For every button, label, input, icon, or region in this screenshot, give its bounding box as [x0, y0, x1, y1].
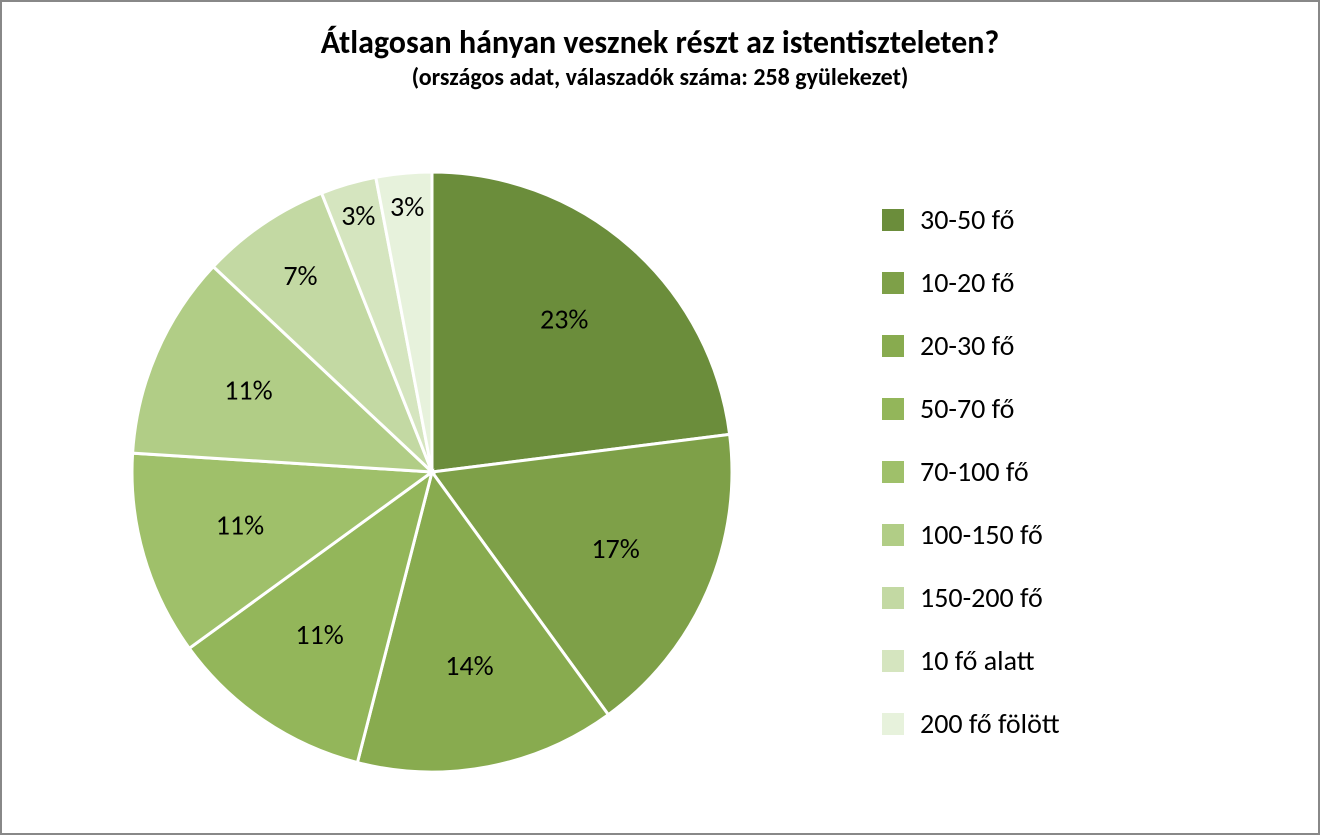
- pie-chart: 23% 17% 14% 11% 11% 11% 7% 3% 3%: [112, 152, 752, 792]
- legend-item: 200 fő fölött: [882, 706, 1262, 741]
- pie-slice-label: 11%: [224, 372, 272, 407]
- pie-slice-label: 17%: [591, 531, 639, 566]
- legend-item: 30-50 fő: [882, 202, 1262, 237]
- legend-item: 50-70 fő: [882, 391, 1262, 426]
- legend-item: 10-20 fő: [882, 265, 1262, 300]
- legend-label: 150-200 fő: [920, 580, 1043, 615]
- legend-label: 200 fő fölött: [920, 706, 1060, 741]
- legend-swatch: [882, 587, 904, 609]
- pie-slice-label: 14%: [445, 648, 493, 683]
- legend-swatch: [882, 209, 904, 231]
- chart-subtitle: (országos adat, válaszadók száma: 258 gy…: [2, 62, 1318, 93]
- legend-item: 20-30 fő: [882, 328, 1262, 363]
- legend-swatch: [882, 713, 904, 735]
- legend-label: 10 fő alatt: [920, 643, 1035, 678]
- legend-swatch: [882, 524, 904, 546]
- legend-label: 20-30 fő: [920, 328, 1014, 363]
- legend-label: 100-150 fő: [920, 517, 1043, 552]
- pie-slice-label: 23%: [540, 302, 588, 337]
- legend-item: 70-100 fő: [882, 454, 1262, 489]
- legend-label: 50-70 fő: [920, 391, 1014, 426]
- legend-swatch: [882, 461, 904, 483]
- chart-legend: 30-50 fő 10-20 fő 20-30 fő 50-70 fő 70-100 f…: [882, 202, 1262, 769]
- chart-title-block: Átlagosan hányan vesznek részt az istent…: [2, 24, 1318, 94]
- chart-frame: Átlagosan hányan vesznek részt az istent…: [0, 0, 1320, 835]
- legend-label: 30-50 fő: [920, 202, 1014, 237]
- chart-title: Átlagosan hányan vesznek részt az istent…: [2, 24, 1318, 62]
- pie-svg: 23% 17% 14% 11% 11% 11% 7% 3% 3%: [112, 152, 752, 792]
- pie-slice-label: 7%: [283, 258, 317, 293]
- legend-swatch: [882, 335, 904, 357]
- legend-swatch: [882, 650, 904, 672]
- pie-slice-label: 3%: [390, 189, 424, 224]
- legend-item: 150-200 fő: [882, 580, 1262, 615]
- legend-swatch: [882, 272, 904, 294]
- pie-slice-label: 3%: [341, 198, 375, 233]
- legend-swatch: [882, 398, 904, 420]
- legend-item: 100-150 fő: [882, 517, 1262, 552]
- pie-slice-label: 11%: [295, 617, 343, 652]
- legend-item: 10 fő alatt: [882, 643, 1262, 678]
- legend-label: 70-100 fő: [920, 454, 1029, 489]
- pie-slice-label: 11%: [216, 507, 264, 542]
- legend-label: 10-20 fő: [920, 265, 1014, 300]
